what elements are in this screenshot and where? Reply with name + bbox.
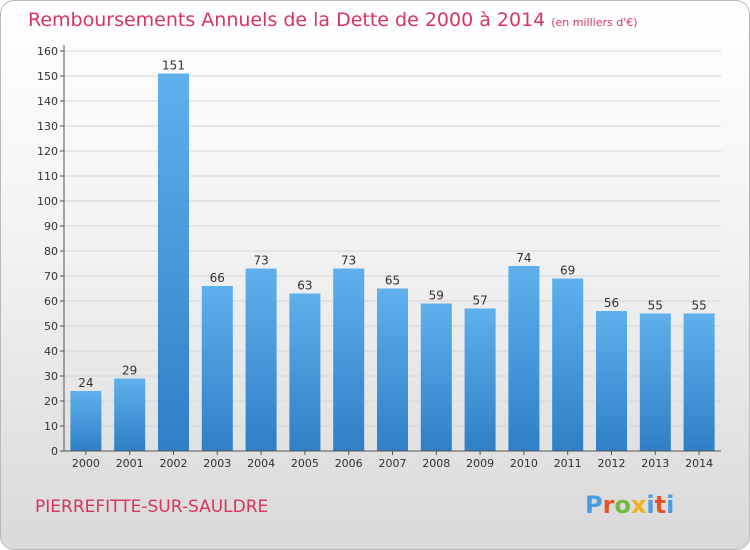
bar (683, 313, 715, 451)
logo-letter: i (666, 491, 675, 519)
bar-value-label: 56 (604, 296, 619, 310)
y-tick-label: 90 (44, 220, 58, 233)
bar-value-label: 55 (648, 299, 663, 313)
y-tick-label: 80 (44, 245, 58, 258)
chart-title-row: Remboursements Annuels de la Dette de 20… (28, 9, 638, 31)
bar-value-label: 66 (210, 271, 225, 285)
y-tick-label: 30 (44, 370, 58, 383)
y-tick-label: 120 (37, 145, 58, 158)
bar (596, 311, 627, 451)
bar-value-label: 63 (297, 279, 312, 293)
bar (464, 308, 496, 451)
bars (70, 73, 715, 451)
x-tick-label: 2008 (422, 457, 450, 470)
y-tick-label: 10 (44, 420, 58, 433)
x-tick-label: 2006 (335, 457, 363, 470)
y-tick-label: 140 (37, 95, 58, 108)
y-tick-label: 130 (37, 120, 58, 133)
bar (70, 391, 102, 451)
y-tick-label: 50 (44, 320, 58, 333)
logo-letter: P (585, 491, 603, 519)
chart-subtitle: (en milliers d'€) (551, 16, 638, 29)
x-tick-label: 2001 (116, 457, 144, 470)
bar (508, 266, 540, 451)
bar (552, 278, 584, 451)
bar (158, 73, 189, 451)
x-tick-label: 2010 (510, 457, 538, 470)
x-tick-label: 2000 (72, 457, 100, 470)
city-name: PIERREFITTE-SUR-SAULDRE (35, 497, 269, 517)
y-tick-label: 150 (37, 70, 58, 83)
bar-value-label: 73 (341, 254, 356, 268)
logo-letter: o (614, 491, 631, 519)
bar-value-label: 24 (78, 376, 93, 390)
y-tick-label: 110 (37, 170, 58, 183)
bar-value-label: 59 (429, 289, 444, 303)
y-tick-label: 40 (44, 345, 58, 358)
y-tick-label: 160 (37, 45, 58, 58)
bar (377, 288, 408, 451)
bar-value-label: 57 (472, 294, 487, 308)
x-tick-label: 2003 (203, 457, 231, 470)
bar-value-label: 69 (560, 264, 575, 278)
labels: 0 10 20 30 40 50 60 70 80 90 100 110 120 130 140 150 160… (37, 45, 713, 470)
y-tick-label: 20 (44, 395, 58, 408)
x-tick-label: 2013 (641, 457, 669, 470)
bar (333, 268, 365, 451)
bar-value-label: 55 (691, 299, 706, 313)
x-tick-label: 2014 (685, 457, 713, 470)
logo-letter: r (602, 491, 615, 519)
bar-value-label: 29 (122, 364, 137, 378)
x-tick-label: 2005 (291, 457, 319, 470)
x-tick-label: 2011 (554, 457, 582, 470)
y-tick-label: 0 (51, 445, 58, 458)
bar (289, 293, 321, 451)
bar (114, 378, 146, 451)
bar (245, 268, 277, 451)
bar-value-label: 65 (385, 274, 400, 288)
x-tick-label: 2002 (160, 457, 188, 470)
bar (420, 303, 452, 451)
x-tick-label: 2009 (466, 457, 494, 470)
bar (201, 286, 233, 451)
chart-title: Remboursements Annuels de la Dette de 20… (28, 9, 546, 31)
bar-value-label: 151 (162, 59, 185, 73)
logo-letter: i (646, 491, 655, 519)
x-tick-label: 2007 (379, 457, 407, 470)
logo-letter: x (630, 491, 647, 519)
bar-value-label: 73 (253, 254, 268, 268)
y-tick-label: 100 (37, 195, 58, 208)
y-tick-label: 70 (44, 270, 58, 283)
bar-value-label: 74 (516, 251, 531, 265)
axes (60, 45, 721, 455)
x-tick-label: 2012 (598, 457, 626, 470)
logo-letter: t (654, 491, 667, 519)
y-tick-label: 60 (44, 295, 58, 308)
x-tick-label: 2004 (247, 457, 275, 470)
bar (639, 313, 671, 451)
proxiti-logo[interactable]: Proxiti (585, 491, 674, 519)
